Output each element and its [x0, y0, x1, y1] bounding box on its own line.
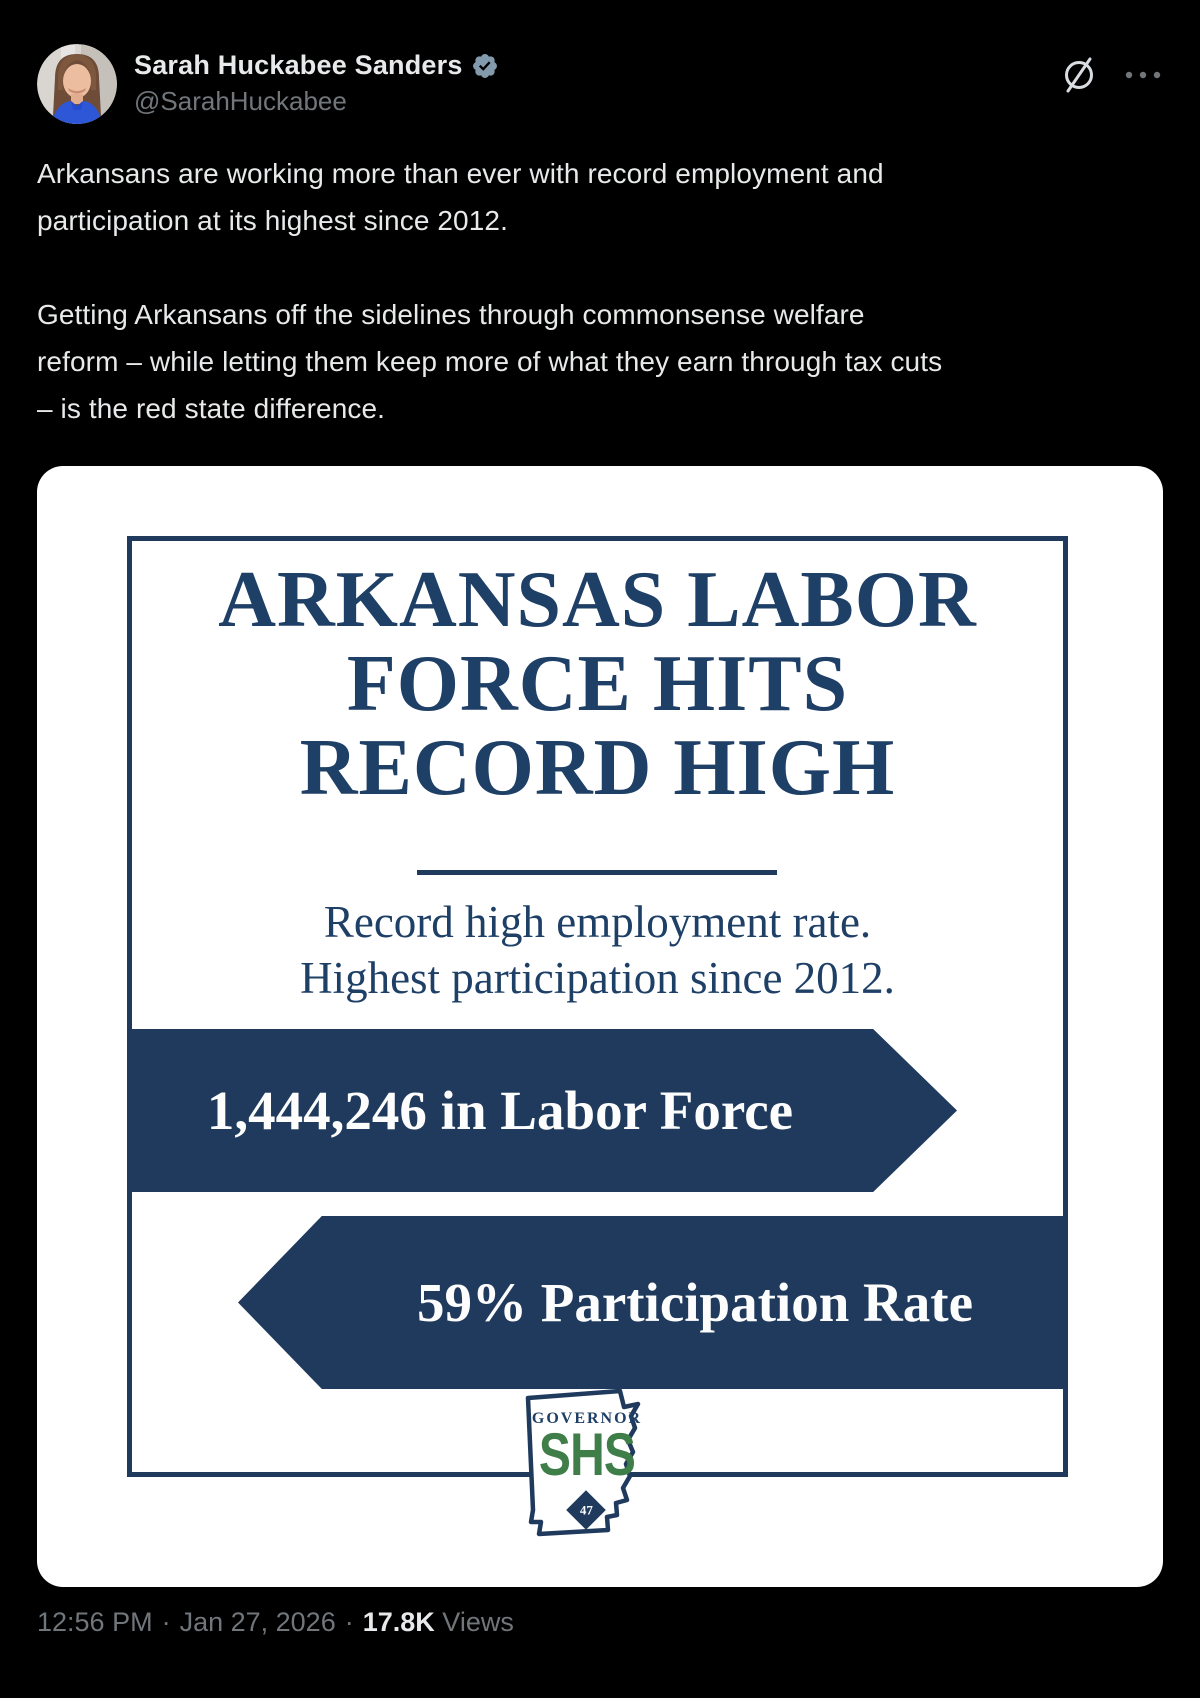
tweet-text-line: Getting Arkansans off the sidelines thro… [37, 299, 865, 330]
logo-number: 47 [579, 1502, 593, 1517]
logo-initials: SHS [538, 1421, 636, 1488]
avatar-image [37, 44, 117, 124]
tweet-header: Sarah Huckabee Sanders @SarahHuckabee [37, 0, 1163, 124]
avatar[interactable] [37, 44, 117, 124]
tweet-text: Arkansans are working more than ever wit… [37, 150, 1163, 432]
infographic-title-line: FORCE HITS [346, 640, 849, 728]
labor-force-value: 1,444,246 in Labor Force [206, 1080, 794, 1141]
views[interactable]: 17.8K Views [362, 1607, 514, 1637]
tweet-text-line: – is the red state difference. [37, 393, 386, 424]
tweet-image[interactable]: ARKANSAS LABOR FORCE HITS RECORD HIGH Re… [37, 466, 1163, 1587]
participation-rate-banner: 59% Participation Rate [238, 1216, 1068, 1389]
arkansas-outline-icon [525, 1388, 641, 1537]
governor-shs-logo: GOVERNOR SHS 47 [512, 1384, 682, 1556]
author-handle[interactable]: @SarahHuckabee [134, 86, 347, 116]
infographic-title-line: RECORD HIGH [299, 724, 896, 812]
tweet-meta: 12:56 PM · Jan 27, 2026 · 17.8K Views [37, 1607, 514, 1637]
author-block: Sarah Huckabee Sanders @SarahHuckabee [134, 44, 499, 117]
tweet-text-line: reform – while letting them keep more of… [37, 346, 943, 377]
infographic-title: ARKANSAS LABOR FORCE HITS RECORD HIGH [127, 558, 1068, 810]
infographic-subtitle: Record high employment rate. Highest par… [127, 894, 1068, 1006]
tweet-text-line [37, 244, 1163, 291]
verified-badge-icon [471, 52, 499, 80]
infographic-title-line: ARKANSAS LABOR [218, 556, 977, 644]
infographic-subtitle-line: Highest participation since 2012. [300, 953, 895, 1003]
timestamp[interactable]: 12:56 PM · Jan 27, 2026 [37, 1607, 336, 1637]
infographic-subtitle-line: Record high employment rate. [323, 897, 872, 947]
more-options-icon[interactable] [1123, 69, 1163, 81]
tweet-text-line: Arkansans are working more than ever wit… [37, 158, 884, 189]
labor-force-banner: 1,444,246 in Labor Force [127, 1029, 957, 1192]
author-name[interactable]: Sarah Huckabee Sanders [134, 50, 463, 80]
tweet-text-line: participation at its highest since 2012. [37, 205, 508, 236]
header-actions [1061, 44, 1163, 94]
title-divider [417, 870, 777, 875]
grok-icon[interactable] [1061, 56, 1097, 94]
logo-governor-label: GOVERNOR [531, 1410, 643, 1427]
participation-rate-value: 59% Participation Rate [416, 1272, 973, 1333]
